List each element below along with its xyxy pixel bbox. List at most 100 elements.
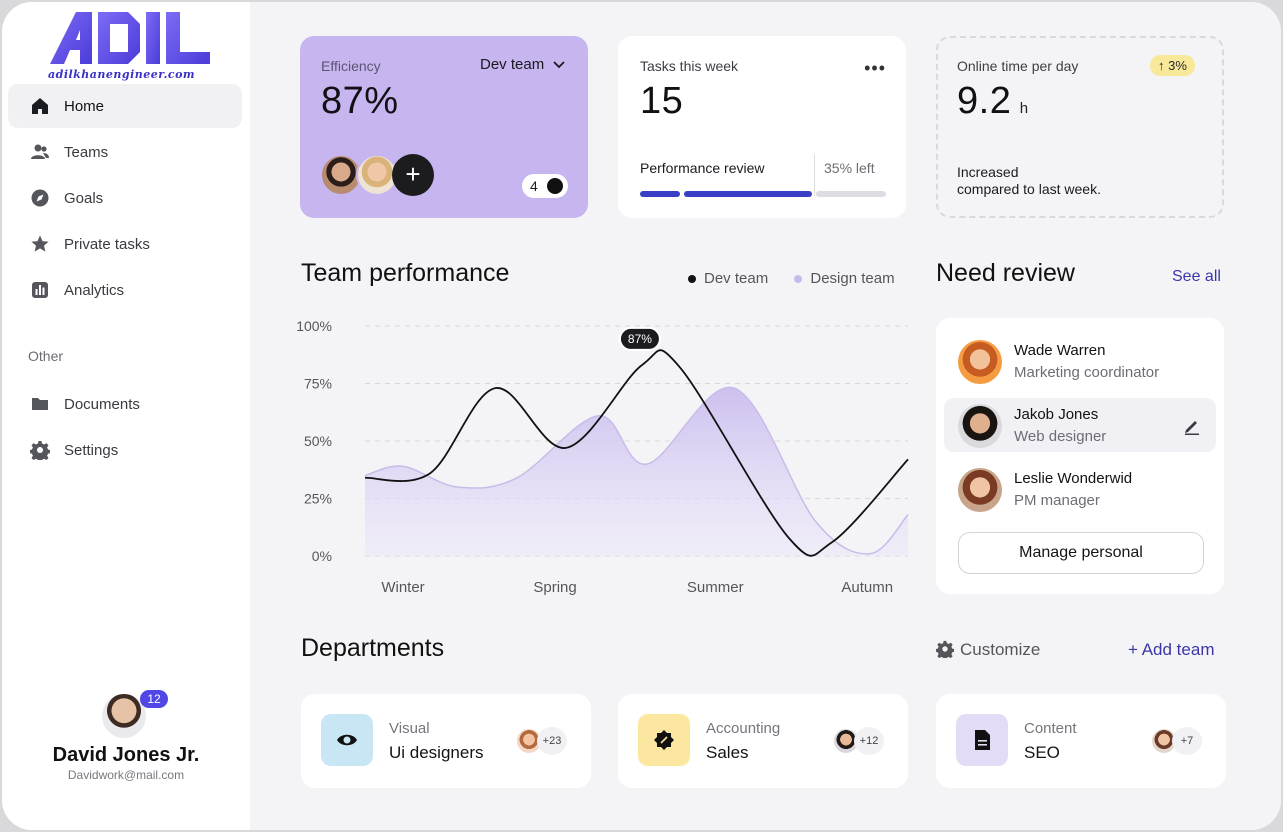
sidebar-item-label: Private tasks xyxy=(64,235,150,253)
chart-legend: Dev team Design team xyxy=(688,270,895,287)
tasks-card: Tasks this week ••• 15 Performance revie… xyxy=(618,36,906,218)
sidebar-item-label: Analytics xyxy=(64,281,125,299)
department-card[interactable]: Visual Ui designers +23 xyxy=(301,694,591,788)
notification-badge[interactable]: 12 xyxy=(140,690,168,708)
review-role: PM manager xyxy=(1014,492,1100,509)
customize-label: Customize xyxy=(960,640,1041,659)
sidebar-item-documents[interactable]: Documents xyxy=(8,382,242,426)
online-time-value-group: 9.2 h xyxy=(957,80,1028,123)
department-name: Ui designers xyxy=(389,743,484,762)
sidebar-item-label: Settings xyxy=(64,441,119,459)
legend-label: Dev team xyxy=(704,270,769,287)
see-all-link[interactable]: See all xyxy=(1172,268,1221,285)
gear-icon xyxy=(935,640,955,660)
department-icon-box xyxy=(638,714,690,766)
time-left-label: 35% left xyxy=(824,160,875,176)
online-time-note: Increased compared to last week. xyxy=(957,164,1101,198)
manage-personal-button[interactable]: Manage personal xyxy=(958,532,1204,574)
review-role: Web designer xyxy=(1014,428,1107,445)
x-tick-label: Summer xyxy=(687,579,744,596)
online-time-label: Online time per day xyxy=(957,58,1079,74)
sidebar-item-analytics[interactable]: Analytics xyxy=(8,268,242,312)
progress-segment xyxy=(684,191,812,197)
edit-icon[interactable] xyxy=(1182,416,1202,436)
member-avatar[interactable] xyxy=(320,154,362,196)
need-review-card: Wade Warren Marketing coordinator Jakob … xyxy=(936,318,1224,594)
chart-tooltip xyxy=(618,326,661,351)
tasks-value: 15 xyxy=(640,80,684,122)
y-tick-label: 0% xyxy=(312,548,332,564)
avatar xyxy=(958,340,1002,384)
tasks-label: Tasks this week xyxy=(640,58,739,74)
sidebar-item-label: Documents xyxy=(64,395,140,413)
legend-item-dev[interactable]: Dev team xyxy=(688,270,768,287)
department-icon-box xyxy=(321,714,373,766)
change-badge: ↑ 3% xyxy=(1150,55,1195,76)
efficiency-card: Efficiency Dev team 87% + 4 xyxy=(300,36,588,218)
online-note-line: Increased xyxy=(957,164,1019,180)
department-category: Visual xyxy=(389,720,430,737)
design-team-line[interactable] xyxy=(364,386,909,555)
sidebar-item-home[interactable]: Home xyxy=(8,84,242,128)
chart-tooltip-label: 87% xyxy=(628,332,652,346)
member-count: 4 xyxy=(530,178,538,194)
departments-title: Departments xyxy=(301,634,445,662)
star-icon xyxy=(31,235,49,252)
home-icon xyxy=(32,98,48,114)
y-tick-label: 25% xyxy=(304,491,332,507)
main-content: Efficiency Dev team 87% + 4 Tasks this w… xyxy=(250,2,1281,830)
add-team-link[interactable]: + Add team xyxy=(1128,640,1215,659)
member-count-badge[interactable]: 4 xyxy=(522,174,568,198)
department-card[interactable]: Content SEO +7 xyxy=(936,694,1226,788)
avatar xyxy=(958,468,1002,512)
sidebar-item-label: Home xyxy=(64,97,105,115)
sidebar-item-settings[interactable]: Settings xyxy=(8,428,242,472)
percent-badge-icon xyxy=(654,730,674,750)
review-role: Marketing coordinator xyxy=(1014,364,1160,381)
review-name: Jakob Jones xyxy=(1014,406,1099,423)
y-tick-label: 75% xyxy=(304,376,332,392)
sidebar-item-goals[interactable]: Goals xyxy=(8,176,242,220)
brand-logo[interactable] xyxy=(46,8,216,88)
sidebar: adilkhanengineer.com Home Teams Goals Pr… xyxy=(2,2,250,830)
eye-icon xyxy=(337,734,357,746)
department-card[interactable]: Accounting Sales +12 xyxy=(618,694,908,788)
legend-item-design[interactable]: Design team xyxy=(794,270,895,287)
team-performance-title: Team performance xyxy=(301,259,510,287)
member-count: +23 xyxy=(537,727,567,755)
profile-avatar[interactable] xyxy=(102,694,146,738)
profile-email: Davidwork@mail.com xyxy=(67,768,185,782)
department-name: Sales xyxy=(706,743,749,762)
performance-progress-bar xyxy=(640,191,886,197)
review-item[interactable]: Leslie Wonderwid PM manager xyxy=(944,462,1216,516)
design-team-area[interactable] xyxy=(365,387,908,556)
department-category: Content xyxy=(1024,720,1077,737)
folder-icon xyxy=(32,398,48,410)
users-icon xyxy=(31,144,49,159)
x-tick-label: Winter xyxy=(381,579,424,596)
bar-chart-icon xyxy=(32,282,48,298)
legend-dot-design xyxy=(794,275,803,284)
dev-team-line[interactable] xyxy=(364,349,909,557)
review-item[interactable]: Jakob Jones Web designer xyxy=(944,398,1216,452)
sidebar-item-teams[interactable]: Teams xyxy=(8,130,242,174)
progress-segment xyxy=(640,191,680,197)
compass-icon xyxy=(31,189,49,207)
team-select[interactable]: Dev team xyxy=(480,56,566,73)
more-options-icon[interactable]: ••• xyxy=(864,58,886,78)
sidebar-item-private-tasks[interactable]: Private tasks xyxy=(8,222,242,266)
review-name: Wade Warren xyxy=(1014,342,1106,359)
x-tick-label: Spring xyxy=(533,579,576,596)
customize-button[interactable]: Customize xyxy=(935,640,1041,660)
team-performance-chart: 0% 25% 50% 75% 100% Winter Spring Summer Autumn 8… xyxy=(296,318,909,596)
team-select-value: Dev team xyxy=(480,56,545,73)
review-item[interactable]: Wade Warren Marketing coordinator xyxy=(944,334,1216,388)
sidebar-item-label: Teams xyxy=(64,143,109,161)
y-tick-label: 100% xyxy=(296,318,332,334)
profile-name: David Jones Jr. xyxy=(52,744,200,766)
add-member-button[interactable]: + xyxy=(392,154,434,196)
y-tick-label: 50% xyxy=(304,433,332,449)
progress-remaining xyxy=(816,191,886,197)
member-count: +12 xyxy=(854,727,884,755)
avatar-dot-icon xyxy=(547,178,563,194)
